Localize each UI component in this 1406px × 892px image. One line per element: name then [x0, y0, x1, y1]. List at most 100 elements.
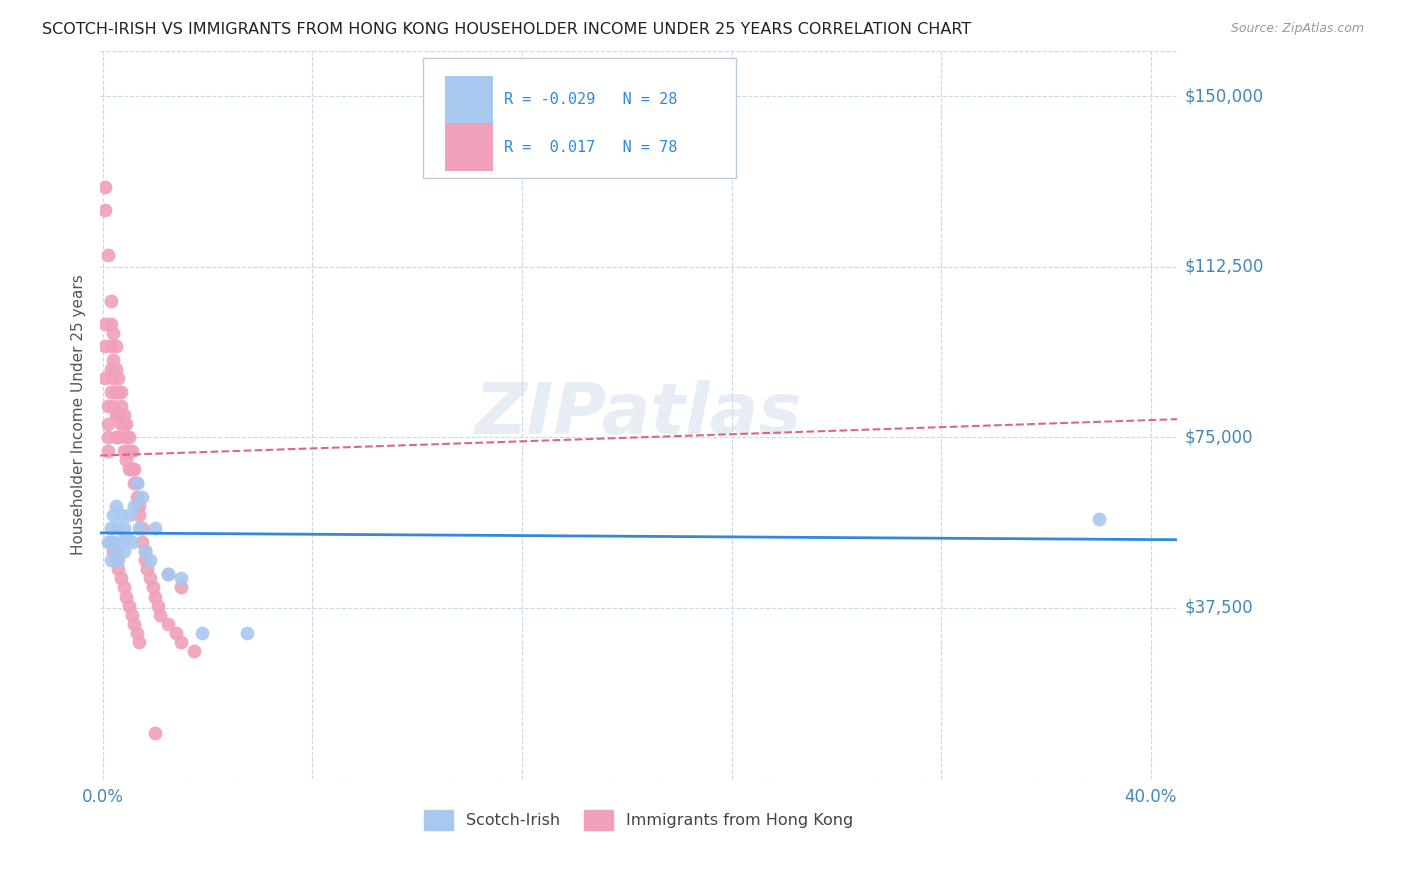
Point: [107, 562, 129, 576]
Point: [112, 521, 135, 535]
Point: [107, 384, 129, 399]
Point: [115, 590, 138, 604]
Point: [103, 508, 125, 522]
Text: $112,500: $112,500: [1185, 258, 1264, 276]
Point: [103, 326, 125, 340]
FancyBboxPatch shape: [423, 58, 735, 178]
Point: [122, 499, 145, 513]
Point: [100, 384, 122, 399]
Point: [100, 339, 122, 353]
Point: [110, 399, 132, 413]
Point: [104, 362, 127, 376]
Point: [183, 644, 205, 658]
Point: [121, 462, 143, 476]
Point: [112, 544, 135, 558]
Point: [134, 553, 156, 567]
Point: [139, 553, 162, 567]
Point: [118, 430, 141, 444]
Point: [125, 490, 148, 504]
Point: [94, 202, 117, 217]
Point: [97, 248, 120, 262]
Point: [97, 430, 120, 444]
Point: [112, 444, 135, 458]
Point: [104, 499, 127, 513]
Point: [100, 293, 122, 308]
Text: R = -0.029   N = 28: R = -0.029 N = 28: [503, 92, 678, 107]
Point: [121, 607, 143, 622]
Point: [128, 499, 150, 513]
Point: [110, 508, 132, 522]
Point: [1087, 512, 1109, 526]
Point: [94, 339, 117, 353]
Point: [134, 544, 156, 558]
Point: [131, 535, 153, 549]
Point: [125, 626, 148, 640]
Point: [121, 535, 143, 549]
Point: [104, 339, 127, 353]
Point: [100, 553, 122, 567]
Point: [157, 566, 180, 581]
Point: [100, 317, 122, 331]
Point: [131, 490, 153, 504]
Point: [236, 626, 259, 640]
Point: [110, 535, 132, 549]
Point: [125, 475, 148, 490]
FancyBboxPatch shape: [444, 76, 494, 123]
Point: [107, 371, 129, 385]
Point: [125, 475, 148, 490]
Point: [157, 566, 180, 581]
Text: R =  0.017   N = 78: R = 0.017 N = 78: [503, 140, 678, 154]
Point: [107, 521, 129, 535]
Point: [104, 408, 127, 422]
Point: [110, 417, 132, 431]
Point: [97, 417, 120, 431]
Point: [170, 635, 193, 649]
Point: [157, 616, 180, 631]
Point: [103, 353, 125, 368]
Point: [100, 535, 122, 549]
Point: [104, 553, 127, 567]
Point: [112, 417, 135, 431]
Point: [110, 571, 132, 585]
Point: [107, 408, 129, 422]
Text: Source: ZipAtlas.com: Source: ZipAtlas.com: [1230, 22, 1364, 36]
Point: [115, 453, 138, 467]
Point: [97, 444, 120, 458]
Point: [97, 535, 120, 549]
Point: [107, 430, 129, 444]
Point: [104, 430, 127, 444]
Point: [121, 444, 143, 458]
Point: [94, 317, 117, 331]
Point: [104, 544, 127, 558]
Point: [103, 399, 125, 413]
Point: [94, 371, 117, 385]
Text: $150,000: $150,000: [1185, 87, 1264, 105]
Text: $75,000: $75,000: [1185, 428, 1254, 446]
Y-axis label: Householder Income Under 25 years: Householder Income Under 25 years: [72, 274, 86, 555]
Point: [122, 462, 145, 476]
Point: [112, 408, 135, 422]
Point: [128, 635, 150, 649]
Point: [149, 607, 172, 622]
Point: [191, 626, 214, 640]
Point: [118, 508, 141, 522]
Point: [118, 444, 141, 458]
Point: [112, 581, 135, 595]
Point: [122, 475, 145, 490]
Point: [107, 553, 129, 567]
Point: [134, 544, 156, 558]
Text: $37,500: $37,500: [1185, 599, 1254, 617]
Point: [94, 180, 117, 194]
Point: [115, 430, 138, 444]
Text: ZIPatlas: ZIPatlas: [475, 380, 803, 450]
Legend: Scotch-Irish, Immigrants from Hong Kong: Scotch-Irish, Immigrants from Hong Kong: [418, 804, 859, 836]
Point: [143, 590, 166, 604]
Point: [128, 508, 150, 522]
Point: [170, 581, 193, 595]
Point: [146, 599, 169, 613]
Point: [100, 362, 122, 376]
Point: [103, 535, 125, 549]
FancyBboxPatch shape: [444, 123, 494, 170]
Point: [118, 462, 141, 476]
Point: [97, 399, 120, 413]
